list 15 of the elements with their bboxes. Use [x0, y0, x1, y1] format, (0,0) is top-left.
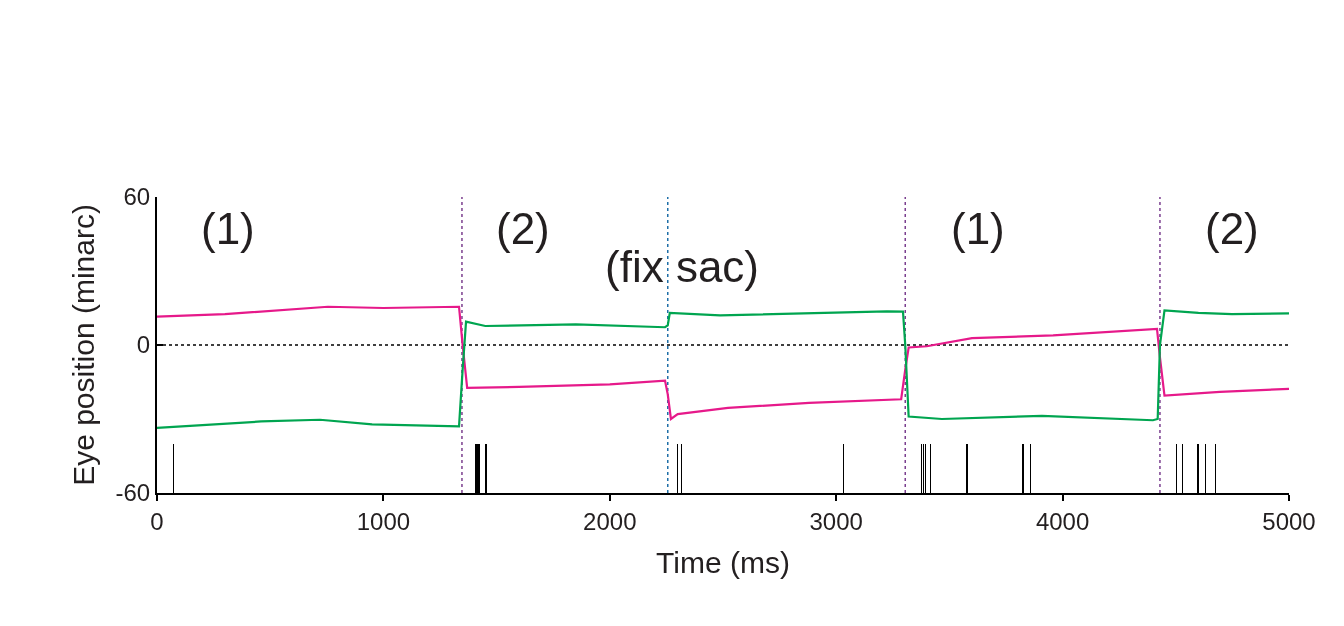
- x-tick-label: 2000: [583, 507, 637, 535]
- x-axis-title: Time (ms): [656, 545, 790, 579]
- x-tick-label: 3000: [809, 507, 863, 535]
- annotation: (2): [496, 204, 550, 253]
- annotation: (2): [1205, 204, 1259, 253]
- x-tick-label: 5000: [1262, 507, 1316, 535]
- y-tick-label: 60: [123, 183, 151, 211]
- annotation: (fix sac): [605, 242, 759, 291]
- y-tick-label: 0: [136, 331, 151, 359]
- x-tick-label: 1000: [356, 507, 411, 535]
- x-tick-label: 4000: [1035, 507, 1090, 535]
- y-tick-label: -60: [115, 479, 151, 507]
- annotation: (1): [201, 204, 255, 253]
- annotation: (1): [951, 204, 1005, 253]
- y-axis-title: Eye position (minarc): [67, 204, 101, 486]
